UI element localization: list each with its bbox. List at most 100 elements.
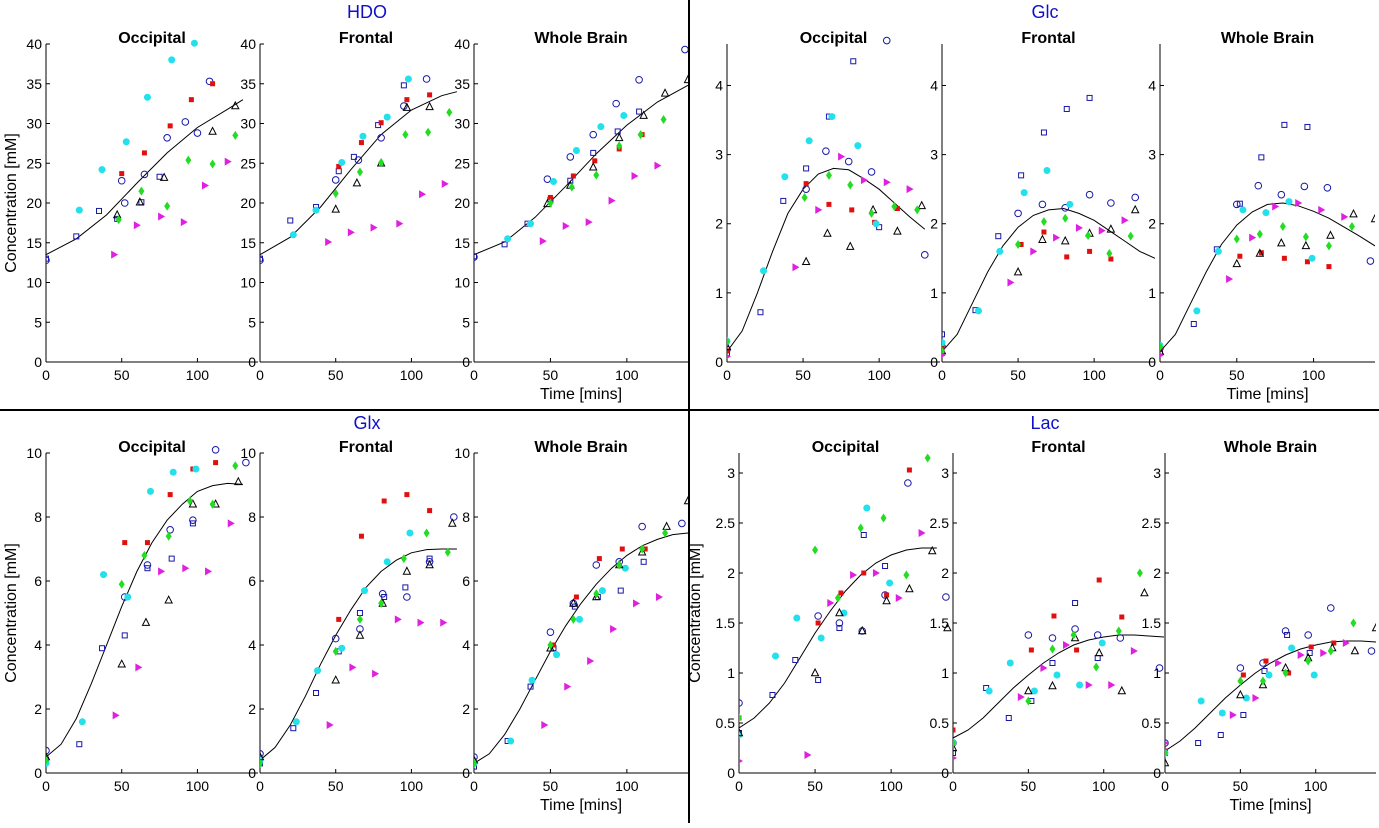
markers	[43, 40, 239, 264]
marker-square-red	[336, 617, 341, 622]
marker-square-red	[826, 202, 831, 207]
y-tick-label: 4	[715, 77, 723, 93]
y-tick-label: 10	[454, 275, 470, 291]
marker-square-red	[1074, 648, 1079, 653]
x-tick-label: 50	[1010, 367, 1026, 383]
y-tick-label: 3	[1153, 465, 1161, 481]
marker-triangle-open	[165, 596, 172, 603]
marker-circle-open	[1086, 191, 1093, 198]
marker-square-red	[1051, 614, 1056, 619]
marker-circle-open	[167, 527, 174, 534]
marker-dot-cyan	[1311, 672, 1318, 679]
marker-dot-cyan	[736, 732, 743, 739]
x-tick-label: 100	[1092, 778, 1116, 794]
marker-square-red	[168, 492, 173, 497]
subplot-title: Frontal	[1031, 439, 1085, 456]
y-tick-label: 1	[727, 665, 735, 681]
marker-dot-cyan	[191, 40, 198, 47]
marker-square-red	[1241, 673, 1246, 678]
marker-dot-cyan	[1215, 248, 1222, 255]
marker-square-open	[1191, 321, 1196, 326]
marker-square-red	[849, 207, 854, 212]
x-tick-label: 50	[1021, 778, 1037, 794]
subplot-title: Frontal	[339, 30, 393, 47]
subplot-title: Occipital	[812, 439, 880, 456]
marker-dot-cyan	[359, 133, 366, 140]
marker-square-open	[77, 742, 82, 747]
marker-triangle-magenta	[827, 599, 834, 607]
marker-square-open	[641, 559, 646, 564]
marker-triangle-open	[859, 627, 866, 634]
marker-triangle-open	[590, 163, 597, 170]
marker-square-red	[1309, 645, 1314, 650]
marker-triangle-open	[1049, 682, 1056, 689]
y-tick-label: 2.5	[1142, 515, 1162, 531]
marker-triangle-magenta	[371, 224, 378, 232]
marker-square-open	[1050, 661, 1055, 666]
subplot-title: Occipital	[800, 30, 868, 47]
marker-triangle-magenta	[396, 220, 403, 228]
fit-curve	[260, 549, 457, 760]
marker-triangle-magenta	[440, 619, 447, 627]
panel-title: Lac	[1030, 413, 1059, 433]
y-tick-label: 40	[240, 36, 256, 52]
marker-dot-cyan	[338, 159, 345, 166]
x-tick-label: 0	[256, 367, 264, 383]
marker-diamond-green	[1349, 222, 1355, 231]
marker-circle-open	[823, 148, 830, 155]
y-tick-label: 3	[930, 147, 938, 163]
x-tick-label: 50	[543, 778, 559, 794]
marker-square-red	[213, 460, 218, 465]
marker-square-red	[1119, 615, 1124, 620]
marker-triangle-magenta	[1343, 639, 1350, 647]
marker-triangle-magenta	[135, 663, 142, 671]
marker-triangle-magenta	[654, 162, 661, 170]
marker-triangle-magenta	[563, 222, 570, 230]
x-tick-label: 0	[42, 778, 50, 794]
x-tick-label: 50	[114, 367, 130, 383]
y-tick-label: 1.5	[930, 615, 950, 631]
marker-triangle-magenta	[907, 185, 914, 193]
y-tick-label: 2	[34, 701, 42, 717]
y-tick-label: 0	[248, 765, 256, 781]
marker-square-open	[403, 585, 408, 590]
marker-triangle-magenta	[1226, 275, 1233, 283]
marker-dot-cyan	[1066, 201, 1073, 208]
marker-triangle-magenta	[540, 237, 547, 245]
marker-triangle-open	[142, 619, 149, 626]
marker-diamond-green	[593, 171, 599, 180]
marker-square-red	[119, 171, 124, 176]
subplot-title: Occipital	[118, 30, 186, 47]
y-tick-label: 8	[34, 509, 42, 525]
y-tick-label: 1	[1148, 285, 1156, 301]
marker-triangle-magenta	[1122, 216, 1129, 224]
marker-triangle-magenta	[1007, 279, 1014, 287]
marker-circle-open	[868, 169, 875, 176]
marker-diamond-green	[357, 167, 363, 176]
x-axis-label: Time [mins]	[1229, 797, 1311, 814]
marker-triangle-open	[1015, 268, 1022, 275]
marker-triangle-magenta	[327, 721, 334, 729]
marker-triangle-magenta	[1086, 681, 1093, 689]
marker-dot-cyan	[553, 651, 560, 658]
y-tick-label: 5	[462, 314, 470, 330]
marker-circle-open	[1282, 628, 1289, 635]
marker-dot-cyan	[1053, 672, 1060, 679]
marker-dot-cyan	[873, 220, 880, 227]
y-tick-label: 0	[248, 354, 256, 370]
marker-square-open	[1064, 106, 1069, 111]
marker-triangle-magenta	[1076, 224, 1083, 232]
y-tick-label: 4	[248, 637, 256, 653]
marker-square-open	[357, 611, 362, 616]
marker-circle-open	[1367, 258, 1374, 265]
y-tick-label: 40	[26, 36, 42, 52]
marker-dot-cyan	[313, 207, 320, 214]
marker-dot-cyan	[1043, 167, 1050, 174]
marker-triangle-magenta	[884, 178, 891, 186]
y-tick-label: 4	[930, 77, 938, 93]
